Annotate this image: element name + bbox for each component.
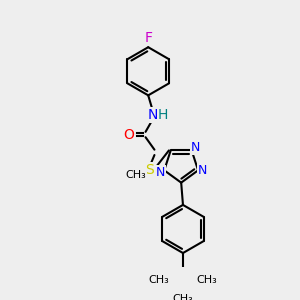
Text: N: N: [148, 108, 158, 122]
Text: CH₃: CH₃: [148, 275, 169, 285]
Text: CH₃: CH₃: [196, 275, 218, 285]
Text: N: N: [198, 164, 207, 177]
Text: O: O: [123, 128, 134, 142]
Text: F: F: [144, 31, 152, 45]
Text: H: H: [157, 108, 168, 122]
Text: N: N: [156, 166, 165, 178]
Text: S: S: [146, 163, 154, 177]
Text: CH₃: CH₃: [126, 170, 146, 180]
Text: CH₃: CH₃: [172, 294, 193, 300]
Text: N: N: [190, 141, 200, 154]
